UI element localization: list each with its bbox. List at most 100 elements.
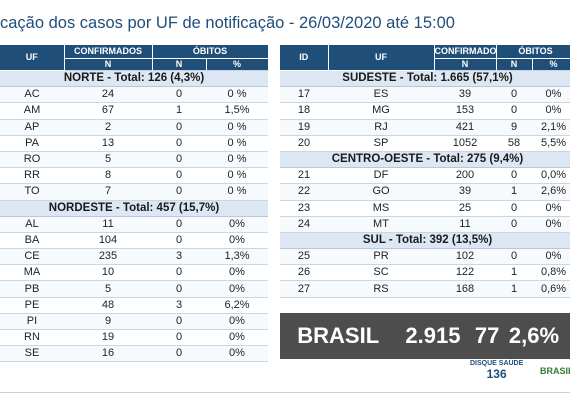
table-row: TO 7 0 0 % [0,183,268,201]
col-header-uf: UF [328,45,435,71]
pct-cell: 0 % [206,151,268,169]
confirmados-cell: 2 [64,119,152,136]
table-row: SE 16 0 0% [0,345,268,363]
pct-cell: 0% [532,102,570,120]
confirmados-cell: 11 [64,216,152,233]
table-row: PI 9 0 0% [0,313,268,331]
uf-cell: MS [328,200,434,217]
uf-cell: DF [328,167,434,185]
region-label: SUL - Total: 392 (13,5%) [280,232,570,250]
table-subheader-row: N N% [280,58,570,71]
confirmados-cell: 25 [434,200,496,217]
obitos-cell: 0 [152,119,206,136]
left-cases-table: UF CONFIRMADOS ÓBITOS N N% NORTE - Total: 126… [0,45,269,363]
uf-cell: PA [0,135,64,152]
pct-cell: 0,8% [532,264,570,282]
table-row: PE 48 3 6,2% [0,297,268,314]
uf-cell: MA [0,264,64,282]
disque-saude-number: 136 [486,367,507,381]
table-header-row: UF CONFIRMADOS ÓBITOS [0,45,269,71]
col-header-n: N [64,58,153,71]
confirmados-cell: 9 [64,313,152,331]
table-row: 24 MT 11 0 0% [280,216,570,233]
region-label: NORDESTE - Total: 457 (15,7%) [0,200,268,217]
table-row: 27 RS 168 1 0,6% [280,280,570,298]
obitos-cell: 0 [152,313,206,331]
uf-cell: AP [0,119,64,136]
obitos-cell: 0 [152,345,206,363]
col-header-obitos: ÓBITOS [152,45,269,59]
id-cell: 19 [280,119,328,136]
uf-cell: RR [0,167,64,185]
id-cell: 21 [280,167,328,185]
id-cell: 18 [280,102,328,120]
id-cell: 25 [280,248,328,266]
col-header-pct: % [206,58,269,71]
confirmados-cell: 104 [64,232,152,250]
pct-cell: 0 % [206,86,268,104]
pct-cell: 6,2% [206,297,268,314]
uf-cell: BA [0,232,64,250]
pct-cell: 5,5% [532,135,570,152]
pct-cell: 0% [532,216,570,233]
region-label: NORTE - Total: 126 (4,3%) [0,70,268,88]
uf-cell: PI [0,313,64,331]
brasil-confirmados: 2.915 [405,323,461,348]
pct-cell: 0% [206,345,268,363]
confirmados-cell: 7 [64,183,152,201]
pct-cell: 0% [532,86,570,104]
uf-cell: RJ [328,119,434,136]
obitos-cell: 0 [152,329,206,347]
pct-cell: 1,3% [206,248,268,266]
pct-cell: 0 % [206,167,268,185]
confirmados-cell: 102 [434,248,496,266]
obitos-cell: 0 [152,86,206,104]
table-row: 20 SP 1052 58 5,5% [280,135,570,152]
obitos-cell: 0 [152,183,206,201]
brasil-label: BRASIL [297,323,380,348]
brasil-obitos: 77 [474,323,500,348]
uf-cell: RO [0,151,64,169]
uf-cell: CE [0,248,64,266]
confirmados-cell: 11 [434,216,496,233]
confirmados-cell: 5 [64,280,152,298]
brasil-gov-logo: BRASIL [540,366,570,376]
uf-cell: PE [0,297,64,314]
uf-cell: MT [328,216,434,233]
uf-cell: AC [0,86,64,104]
uf-cell: PB [0,280,64,298]
pct-cell: 2,1% [532,119,570,136]
confirmados-cell: 39 [434,183,496,201]
col-header-id: ID [280,45,329,71]
pct-cell: 0% [206,313,268,331]
pct-cell: 0 % [206,135,268,152]
table-row: PB 5 0 0% [0,280,268,298]
obitos-cell: 0 [496,216,532,233]
pct-cell: 0% [206,216,268,233]
obitos-cell: 1 [152,102,206,120]
confirmados-cell: 39 [434,86,496,104]
confirmados-cell: 5 [64,151,152,169]
table-row: AM 67 1 1,5% [0,102,268,120]
table-row: 23 MS 25 0 0% [280,200,570,217]
confirmados-cell: 8 [64,167,152,185]
table-row: RR 8 0 0 % [0,167,268,185]
table-row: 25 PR 102 0 0% [280,248,570,266]
brasil-pct: 2,6% [508,323,560,348]
disque-saude-label: DISQUE SAÚDE [470,360,524,367]
id-cell: 26 [280,264,328,282]
id-cell: 22 [280,183,328,201]
col-header-n2: N [152,58,207,71]
confirmados-cell: 48 [64,297,152,314]
region-row: CENTRO-OESTE - Total: 275 (9,4%) [280,151,570,169]
pct-cell: 2,6% [532,183,570,201]
region-row: NORTE - Total: 126 (4,3%) [0,70,268,88]
obitos-cell: 0 [496,86,532,104]
uf-cell: SC [328,264,434,282]
id-cell: 20 [280,135,328,152]
obitos-cell: 1 [496,280,532,298]
id-cell: 17 [280,86,328,104]
confirmados-cell: 1052 [434,135,496,152]
uf-cell: GO [328,183,434,201]
table-row: AP 2 0 0 % [0,119,268,136]
